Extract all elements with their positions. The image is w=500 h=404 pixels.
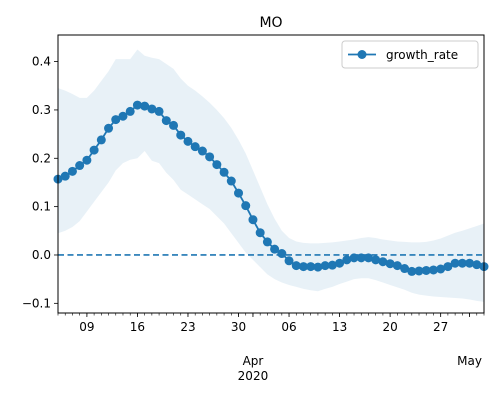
data-point	[111, 115, 121, 125]
legend-box	[341, 40, 479, 69]
confidence-band	[58, 49, 484, 302]
x-major-tick-label: Apr	[243, 354, 264, 368]
data-point	[89, 145, 99, 155]
data-point	[313, 262, 323, 272]
data-point	[371, 255, 381, 265]
data-point	[234, 188, 244, 198]
data-point	[414, 266, 424, 276]
data-point	[457, 258, 467, 268]
y-tick-label: 0.4	[32, 55, 51, 69]
data-point	[342, 255, 352, 265]
data-point	[335, 258, 345, 268]
data-point	[465, 258, 475, 268]
data-point	[183, 136, 193, 146]
data-point	[197, 146, 207, 156]
data-point	[190, 142, 200, 152]
data-point	[472, 260, 482, 270]
data-point	[67, 166, 77, 176]
data-point	[154, 106, 164, 116]
data-point	[443, 262, 453, 272]
y-tick-label: 0.3	[32, 103, 51, 117]
data-point	[450, 258, 460, 268]
data-point	[82, 155, 92, 165]
data-point	[75, 161, 85, 171]
data-point	[262, 237, 272, 247]
data-point	[428, 265, 438, 275]
plot-frame	[57, 34, 485, 314]
data-point	[270, 244, 280, 254]
data-point	[291, 261, 301, 271]
data-point	[118, 111, 128, 121]
data-point	[306, 262, 316, 272]
data-point	[320, 261, 330, 271]
data-point	[421, 265, 431, 275]
x-tick-label: 06	[281, 320, 296, 334]
x-tick-label: 13	[332, 320, 347, 334]
data-point	[356, 253, 366, 263]
data-point	[327, 260, 337, 270]
data-point	[436, 264, 446, 274]
x-tick-label: 23	[180, 320, 195, 334]
data-point	[212, 160, 222, 170]
data-point	[132, 100, 142, 110]
data-point	[277, 249, 287, 259]
legend: growth_rate	[341, 40, 479, 69]
data-point	[147, 104, 157, 114]
data-point	[298, 262, 308, 272]
data-point	[125, 106, 135, 116]
data-point	[392, 261, 402, 271]
data-point	[176, 130, 186, 140]
y-tick-label: 0.0	[32, 248, 51, 262]
legend-label: growth_rate	[386, 48, 458, 62]
data-point	[104, 123, 114, 133]
data-point	[385, 259, 395, 269]
data-point	[169, 120, 179, 130]
x-tick-label: 30	[231, 320, 246, 334]
x-tick-label: 27	[433, 320, 448, 334]
x-tick-label: 16	[130, 320, 145, 334]
data-point	[205, 152, 215, 162]
data-point	[96, 135, 106, 145]
data-point	[378, 257, 388, 267]
data-point	[60, 171, 70, 181]
data-point	[140, 101, 150, 111]
data-point	[284, 256, 294, 266]
y-tick-label: 0.2	[32, 151, 51, 165]
data-point	[226, 176, 236, 186]
plot-area	[53, 49, 489, 302]
y-tick-label: 0.1	[32, 200, 51, 214]
data-point	[248, 215, 258, 225]
data-point	[161, 116, 171, 126]
x-major-tick-label: May	[457, 354, 482, 368]
data-point	[349, 253, 359, 263]
x-tick-label: 20	[382, 320, 397, 334]
axes: −0.1 0.0 0.1 0.2 0.3 0.4 09 16 23 30 06 13 20 27 Apr20…	[22, 34, 485, 383]
legend-marker	[357, 50, 367, 59]
x-tick-label: 09	[79, 320, 94, 334]
data-point	[219, 167, 229, 177]
data-point	[241, 201, 251, 211]
chart-title: MO	[259, 15, 282, 31]
data-point	[255, 228, 265, 238]
data-point	[363, 253, 373, 263]
y-tick-label: −0.1	[22, 296, 51, 310]
x-major-tick-label: 2020	[238, 369, 269, 383]
data-point	[407, 266, 417, 276]
data-point	[400, 264, 410, 274]
